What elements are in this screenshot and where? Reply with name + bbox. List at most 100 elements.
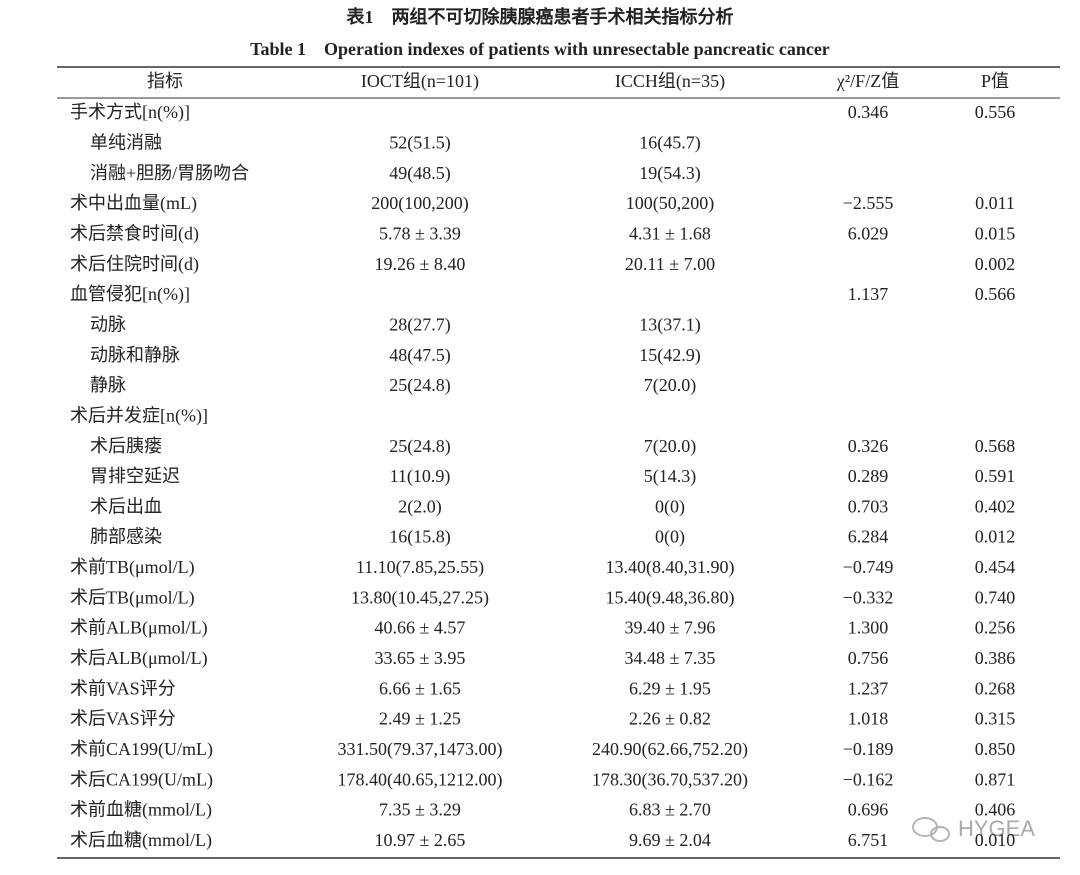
column-header: IOCT组(n=101) bbox=[361, 71, 479, 92]
cell: 100(50,200) bbox=[626, 193, 715, 214]
column-header: P值 bbox=[981, 71, 1009, 91]
row-label: 消融+胆肠/胃肠吻合 bbox=[90, 163, 249, 183]
cell: 34.48 ± 7.35 bbox=[625, 648, 716, 668]
row-label: 血管侵犯[n(%)] bbox=[70, 284, 190, 305]
column-header: ICCH组(n=35) bbox=[615, 71, 725, 92]
watermark: HYGEA bbox=[912, 816, 1035, 842]
cell: 0.012 bbox=[975, 527, 1016, 547]
cell: 6.029 bbox=[848, 223, 889, 243]
cell: 7(20.0) bbox=[644, 436, 697, 457]
cell: 7(20.0) bbox=[644, 375, 697, 396]
cell: 0.346 bbox=[848, 102, 889, 122]
row-label: 术后VAS评分 bbox=[70, 709, 176, 729]
cell: 28(27.7) bbox=[389, 314, 451, 335]
row-label: 术后胰瘘 bbox=[90, 436, 162, 456]
cell: 5(14.3) bbox=[644, 466, 697, 487]
cell: 2.26 ± 0.82 bbox=[629, 709, 711, 729]
cell: 6.284 bbox=[848, 527, 889, 547]
cell: 1.018 bbox=[848, 709, 889, 729]
cell: −0.332 bbox=[843, 587, 894, 607]
cell: 0.696 bbox=[848, 800, 889, 820]
cell: 0(0) bbox=[655, 527, 685, 548]
cell: 0.591 bbox=[975, 466, 1016, 486]
cell: 15(42.9) bbox=[639, 345, 701, 366]
cell: 0.315 bbox=[975, 709, 1016, 729]
row-label: 术后ALB(μmol/L) bbox=[70, 648, 208, 669]
cell: 13.40(8.40,31.90) bbox=[606, 557, 735, 578]
row-label: 术前TB(μmol/L) bbox=[70, 557, 195, 578]
cell: 0.566 bbox=[975, 284, 1016, 304]
row-label: 肺部感染 bbox=[90, 527, 162, 547]
row-label: 术后并发症[n(%)] bbox=[70, 405, 208, 426]
cell: 2.49 ± 1.25 bbox=[379, 709, 461, 729]
row-label: 术后住院时间(d) bbox=[70, 254, 199, 275]
cell: 331.50(79.37,1473.00) bbox=[338, 739, 503, 760]
cell: 1.300 bbox=[848, 618, 889, 638]
cell: −0.162 bbox=[843, 769, 894, 789]
cell: 16(45.7) bbox=[639, 132, 701, 153]
cell: 178.30(36.70,537.20) bbox=[592, 769, 748, 790]
row-label: 术后CA199(U/mL) bbox=[70, 769, 213, 790]
cell: 0.402 bbox=[975, 496, 1016, 516]
cell: 0.011 bbox=[975, 193, 1015, 213]
row-label: 术中出血量(mL) bbox=[70, 193, 197, 214]
cell: 6.83 ± 2.70 bbox=[629, 800, 711, 820]
cell: 0.326 bbox=[848, 436, 889, 456]
row-label: 动脉和静脉 bbox=[90, 345, 180, 365]
cell: −2.555 bbox=[843, 193, 894, 213]
row-label: 术前VAS评分 bbox=[70, 678, 176, 698]
cell: 1.237 bbox=[848, 678, 889, 698]
cell: 0.556 bbox=[975, 102, 1016, 122]
cell: 19.26 ± 8.40 bbox=[375, 254, 466, 274]
cell: 4.31 ± 1.68 bbox=[629, 223, 711, 243]
watermark-icon bbox=[912, 817, 938, 837]
cell: 48(47.5) bbox=[389, 345, 451, 366]
row-label: 静脉 bbox=[90, 375, 126, 395]
cell: 0.386 bbox=[975, 648, 1016, 668]
cell: 10.97 ± 2.65 bbox=[375, 830, 466, 850]
cell: 240.90(62.66,752.20) bbox=[592, 739, 748, 760]
cell: 200(100,200) bbox=[371, 193, 469, 214]
cell: 19(54.3) bbox=[639, 163, 701, 184]
cell: 0.015 bbox=[975, 223, 1016, 243]
row-label: 胃排空延迟 bbox=[90, 466, 180, 486]
cell: 13(37.1) bbox=[639, 314, 701, 335]
cell: 6.66 ± 1.65 bbox=[379, 678, 461, 698]
cell: 0.568 bbox=[975, 436, 1016, 456]
row-label: 单纯消融 bbox=[90, 132, 162, 152]
row-label: 术后出血 bbox=[90, 496, 162, 516]
watermark-icon bbox=[930, 826, 950, 842]
row-label: 术前血糖(mmol/L) bbox=[70, 800, 212, 821]
cell: 39.40 ± 7.96 bbox=[625, 618, 716, 638]
row-label: 术前CA199(U/mL) bbox=[70, 739, 213, 760]
cell: 0.406 bbox=[975, 800, 1016, 820]
cell: 0(0) bbox=[655, 496, 685, 517]
row-label: 术后血糖(mmol/L) bbox=[70, 830, 212, 851]
cell: 0.256 bbox=[975, 618, 1016, 638]
cell: 11(10.9) bbox=[390, 466, 451, 487]
cell: 0.756 bbox=[848, 648, 889, 668]
cell: 40.66 ± 4.57 bbox=[375, 618, 466, 638]
row-label: 术后TB(μmol/L) bbox=[70, 587, 195, 608]
row-label: 手术方式[n(%)] bbox=[70, 102, 190, 123]
cell: 52(51.5) bbox=[389, 132, 451, 153]
title-cn: 表1 两组不可切除胰腺癌患者手术相关指标分析 bbox=[347, 6, 734, 27]
cell: 5.78 ± 3.39 bbox=[379, 223, 461, 243]
cell: 178.40(40.65,1212.00) bbox=[338, 769, 503, 790]
watermark-text: HYGEA bbox=[958, 816, 1035, 841]
cell: 25(24.8) bbox=[389, 375, 451, 396]
cell: 13.80(10.45,27.25) bbox=[351, 587, 489, 608]
cell: 0.289 bbox=[848, 466, 889, 486]
cell: 6.29 ± 1.95 bbox=[629, 678, 711, 698]
cell: 7.35 ± 3.29 bbox=[379, 800, 461, 820]
column-header: 指标 bbox=[147, 71, 183, 91]
cell: 1.137 bbox=[848, 284, 889, 304]
cell: 11.10(7.85,25.55) bbox=[356, 557, 484, 578]
cell: 33.65 ± 3.95 bbox=[375, 648, 466, 668]
cell: 2(2.0) bbox=[398, 496, 442, 517]
cell: 0.454 bbox=[975, 557, 1016, 577]
cell: 16(15.8) bbox=[389, 527, 451, 548]
cell: 6.751 bbox=[848, 830, 889, 850]
cell: −0.189 bbox=[843, 739, 894, 759]
